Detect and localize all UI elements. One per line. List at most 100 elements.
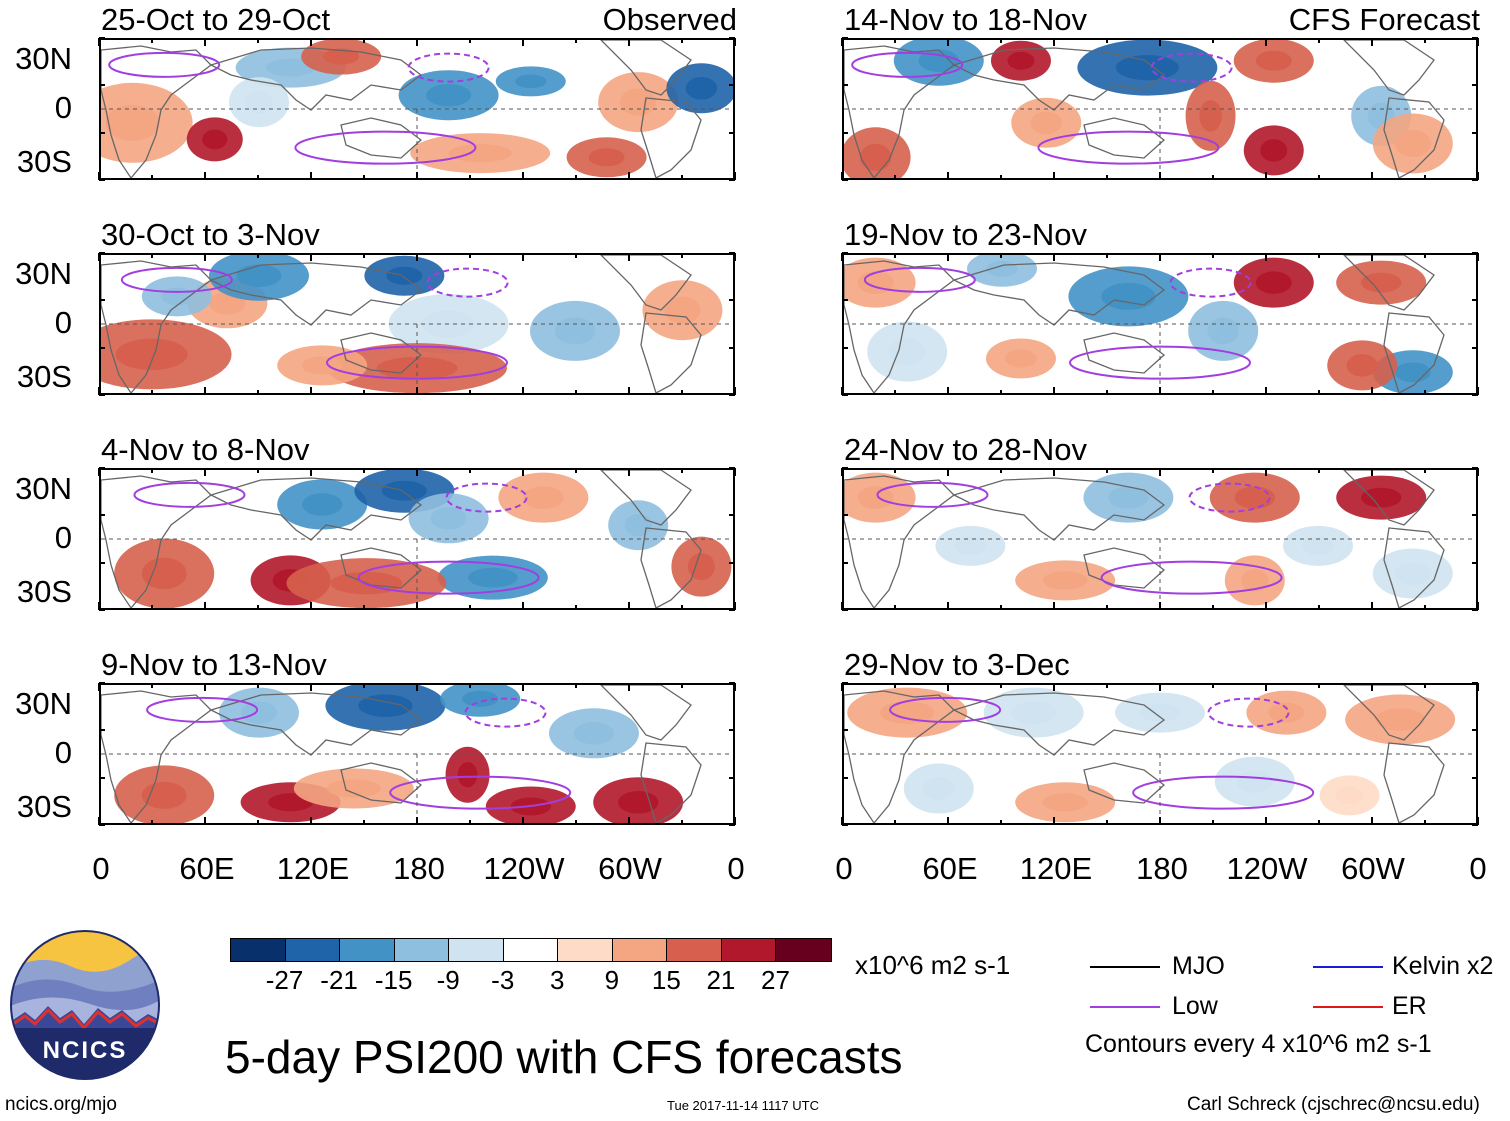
colorbar-label: 15 [651,965,681,995]
colorbar [230,938,832,962]
axis-tick [1106,253,1108,258]
panel-2-period: 30-Oct to 3-Nov [101,217,320,252]
map-field [844,470,1476,608]
colorbar-cell [721,939,777,961]
axis-tick [99,179,105,181]
colorbar-label: -3 [491,965,515,995]
anomaly-core [685,77,718,100]
colorbar-cell [558,939,613,961]
axis-tick [681,390,683,395]
axis-tick [1000,38,1002,43]
axis-tick [204,38,206,46]
axis-tick [469,820,471,825]
axis-tick [841,602,843,610]
map-field [844,685,1476,823]
axis-tick [1477,387,1479,395]
axis-tick [1053,602,1055,610]
axis-tick [1265,172,1267,180]
lon-label: 0 [92,851,110,886]
anomaly-core [381,480,427,501]
axis-tick [522,602,524,610]
anomaly-core [1394,562,1431,585]
axis-tick [98,387,100,395]
website-link[interactable]: ncics.org/mjo [5,1094,117,1115]
axis-tick [99,394,105,396]
colorbar-label: -15 [374,965,413,995]
axis-tick [257,468,259,473]
axis-tick [947,683,949,691]
low-contour [108,51,221,78]
axis-tick [628,468,630,476]
anomaly-core [326,779,381,798]
axis-tick [151,253,153,258]
axis-tick [842,514,848,517]
axis-tick [681,253,683,258]
axis-tick [1265,683,1267,691]
axis-tick [841,253,843,261]
anomaly-core [1241,569,1269,592]
anomaly-core [1207,317,1239,345]
axis-tick [1053,817,1055,825]
axis-tick [99,561,105,564]
anomaly-core [1139,703,1181,722]
axis-tick [1371,172,1373,180]
lon-label: 120W [483,851,565,886]
coastline [101,45,212,178]
axis-tick [204,602,206,610]
anomaly-core [857,486,894,509]
coastline [844,260,955,393]
axis-tick [894,175,896,180]
legend-line-mjo [1090,966,1160,968]
axis-tick [1477,817,1479,825]
coastline [1383,527,1445,608]
axis-tick [729,84,735,87]
axis-tick [99,824,105,826]
axis-tick [1212,175,1214,180]
axis-tick [681,38,683,43]
axis-tick [1106,175,1108,180]
axis-tick [1424,390,1426,395]
axis-tick [1424,253,1426,258]
axis-tick [729,346,735,349]
anomaly-core [358,694,413,717]
axis-tick [416,38,418,46]
timestamp: Tue 2017-11-14 1117 UTC [667,1098,819,1113]
axis-tick [734,172,736,180]
lon-label: 60E [922,851,978,886]
axis-tick [681,605,683,610]
axis-tick [1000,683,1002,688]
axis-tick [310,387,312,395]
axis-tick [151,38,153,43]
colorbar-label: -27 [265,965,304,995]
anomaly-core [1336,786,1364,805]
axis-tick [99,252,105,254]
axis-tick [841,38,843,46]
axis-tick [729,252,735,254]
axis-tick [1318,175,1320,180]
anomaly-core [588,148,625,167]
low-contour [146,696,259,723]
anomaly-core [624,513,652,537]
axis-tick [310,468,312,476]
axis-tick [842,37,848,39]
observed-label: Observed [602,2,737,37]
lat-label: 30S [16,574,72,609]
axis-tick [1053,387,1055,395]
anomaly-core [1255,271,1292,294]
axis-tick [1472,346,1478,349]
axis-tick [522,38,524,46]
lon-label: 180 [1136,851,1188,886]
axis-tick [842,609,848,611]
axis-tick [894,683,896,688]
coastline [340,332,423,374]
axis-tick [204,387,206,395]
axis-tick [469,253,471,258]
axis-tick [894,390,896,395]
axis-tick [1212,253,1214,258]
axis-tick [628,683,630,691]
axis-tick [522,468,524,476]
map-field [101,40,733,178]
axis-tick [841,468,843,476]
colorbar-label: 3 [550,965,565,995]
axis-tick [416,253,418,261]
